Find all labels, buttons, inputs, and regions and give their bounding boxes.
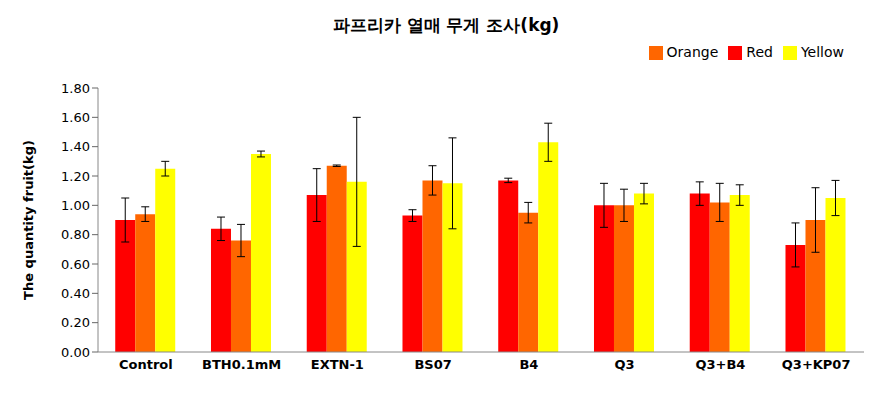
- svg-text:Q3: Q3: [615, 357, 635, 372]
- svg-text:1.80: 1.80: [61, 81, 90, 96]
- svg-text:0.40: 0.40: [61, 286, 90, 301]
- svg-text:0.00: 0.00: [61, 345, 90, 360]
- svg-text:Q3+B4: Q3+B4: [695, 357, 745, 372]
- html-text:Red: Red: [746, 44, 773, 60]
- svg-text:1.00: 1.00: [61, 198, 90, 213]
- svg-text:0.20: 0.20: [61, 315, 90, 330]
- svg-text:0.80: 0.80: [61, 227, 90, 242]
- svg-text:BTH0.1mM: BTH0.1mM: [202, 357, 281, 372]
- svg-text:1.60: 1.60: [61, 110, 90, 125]
- svg-text:The quantity fruit(kg): The quantity fruit(kg): [21, 140, 36, 300]
- svg-text:B4: B4: [519, 357, 538, 372]
- html-text:Yellow: Yellow: [800, 44, 844, 60]
- svg-text:Control: Control: [119, 357, 173, 372]
- html-text:Orange: Orange: [666, 44, 719, 60]
- svg-text:1.20: 1.20: [61, 169, 90, 184]
- svg-text:1.40: 1.40: [61, 139, 90, 154]
- html-text:파프리카 열매 무게 조사(kg): 파프리카 열매 무게 조사(kg): [332, 15, 560, 35]
- svg-text:EXTN-1: EXTN-1: [311, 357, 364, 372]
- svg-text:0.60: 0.60: [61, 257, 90, 272]
- svg-text:BS07: BS07: [414, 357, 451, 372]
- svg-text:Q3+KP07: Q3+KP07: [782, 357, 851, 372]
